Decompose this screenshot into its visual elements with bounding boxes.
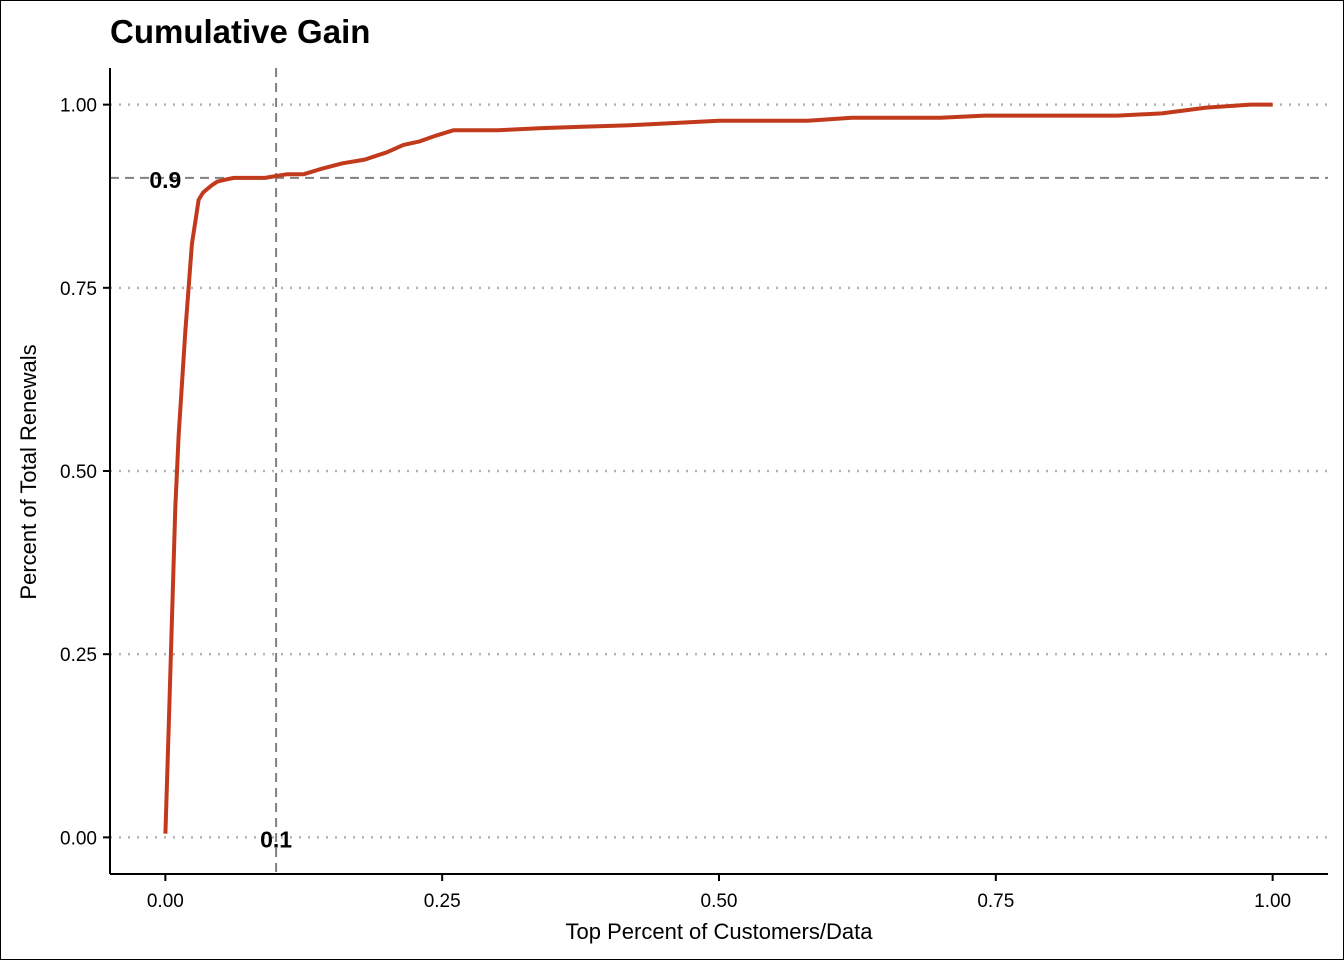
x-tick-label-4: 1.00 xyxy=(1254,891,1291,912)
y-tick-label-4: 1.00 xyxy=(60,96,97,117)
annotations: 0.9 0.1 xyxy=(149,167,292,852)
annotation-label-1: 0.1 xyxy=(260,826,292,852)
x-tick-label-1: 0.25 xyxy=(424,891,461,912)
grid-lines xyxy=(110,103,1328,839)
x-tick-label-2: 0.50 xyxy=(701,891,738,912)
tick-labels: 0.00 0.25 0.50 0.75 1.00 0.00 0.25 0.50 0.75 1.00 xyxy=(60,96,1291,912)
x-tick-label-3: 0.75 xyxy=(977,891,1014,912)
y-tick-label-3: 0.75 xyxy=(60,279,97,300)
x-tick-label-0: 0.00 xyxy=(147,891,184,912)
x-axis-label: Top Percent of Customers/Data xyxy=(566,919,874,944)
y-tick-label-1: 0.25 xyxy=(60,645,97,666)
y-tick-label-2: 0.50 xyxy=(60,462,97,483)
y-tick-label-0: 0.00 xyxy=(60,828,97,849)
annotation-label-0: 0.9 xyxy=(149,167,181,193)
chart-title: Cumulative Gain xyxy=(110,13,370,50)
y-axis-label: Percent of Total Renewals xyxy=(16,344,41,599)
reference-lines xyxy=(110,68,1328,874)
series-line-cumulative-gain xyxy=(163,102,1273,834)
